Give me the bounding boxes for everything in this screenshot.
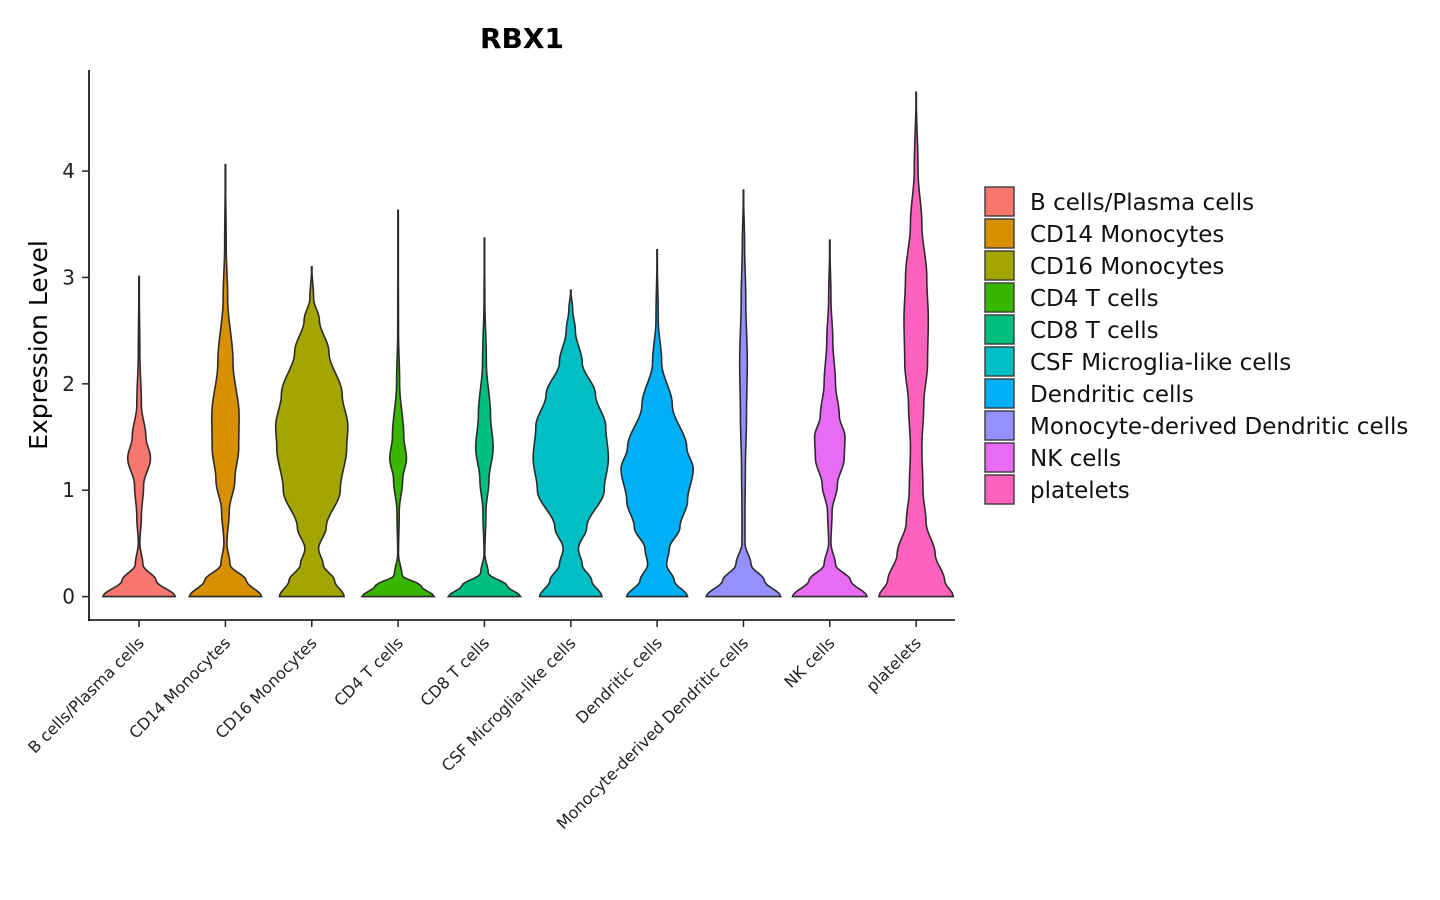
y-ticks: 0 1 2 3 4	[62, 159, 89, 609]
violin-cd14-monocytes	[188, 163, 263, 598]
legend-label: CD4 T cells	[1030, 286, 1159, 312]
chart-title: RBX1	[480, 22, 564, 55]
violin-cd4-t-cells	[360, 209, 436, 598]
violin-cd16-monocytes	[274, 266, 349, 598]
x-tick-label: Monocyte-derived Dendritic cells	[553, 633, 753, 833]
legend-key	[984, 218, 1015, 249]
legend-label: B cells/Plasma cells	[1030, 190, 1254, 216]
y-tick-label: 3	[62, 265, 75, 289]
x-tick-label: B cells/Plasma cells	[24, 633, 148, 757]
violin-nk-cells	[791, 239, 869, 598]
y-tick-label: 2	[62, 372, 75, 396]
legend-key	[984, 410, 1015, 441]
legend-key	[984, 314, 1015, 345]
violin-dendritic-cells	[620, 248, 695, 598]
y-tick-label: 1	[62, 478, 75, 502]
legend-key	[984, 250, 1015, 281]
legend-label: CD14 Monocytes	[1030, 222, 1224, 248]
legend-label: CSF Microglia-like cells	[1030, 350, 1291, 376]
legend-key	[984, 474, 1015, 505]
x-tick-label: CD8 T cells	[417, 633, 494, 710]
x-tick-label: Dendritic cells	[572, 633, 666, 727]
violin-monocyte-derived-dendritic-cells	[704, 189, 782, 598]
violin-csf-microglia-like-cells	[532, 289, 610, 598]
violin-cd8-t-cells	[446, 237, 523, 598]
legend-key	[984, 442, 1015, 473]
violin-platelets	[877, 91, 955, 598]
axes	[88, 70, 955, 621]
y-tick-label: 0	[62, 585, 75, 609]
legend-label: Dendritic cells	[1030, 382, 1194, 408]
legend-key	[984, 378, 1015, 409]
legend-key	[984, 346, 1015, 377]
legend-label: CD16 Monocytes	[1030, 254, 1224, 280]
legend-key	[984, 186, 1015, 217]
legend: B cells/Plasma cells CD14 Monocytes CD16 M…	[984, 186, 1408, 505]
violin-layer	[101, 91, 955, 598]
legend-label: NK cells	[1030, 446, 1121, 472]
legend-key	[984, 282, 1015, 313]
legend-label: platelets	[1030, 478, 1130, 504]
y-axis-label: Expression Level	[24, 240, 53, 450]
x-tick-label: NK cells	[780, 633, 838, 691]
legend-label: Monocyte-derived Dendritic cells	[1030, 414, 1408, 440]
x-tick-label: platelets	[862, 633, 925, 696]
y-tick-label: 4	[62, 159, 75, 183]
violin-b-cells-plasma-cells	[101, 275, 177, 598]
x-tick-label: CD4 T cells	[330, 633, 407, 710]
legend-label: CD8 T cells	[1030, 318, 1159, 344]
